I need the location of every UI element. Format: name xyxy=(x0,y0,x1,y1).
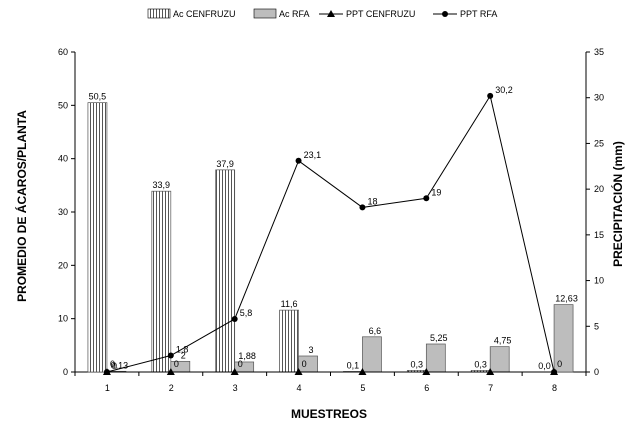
data-labels: 50,5 33,9 37,9 11,6 0,1 0,3 0,3 0,0 0,13 2 1,88 3 6,… xyxy=(89,85,578,371)
legend-swatch-ac-rfa xyxy=(253,8,277,19)
bar-data-label: 0,3 xyxy=(411,359,424,369)
line-data-label: 23,1 xyxy=(304,150,322,160)
y2-tick-label: 20 xyxy=(594,184,604,194)
marker-ppt-rfa xyxy=(167,352,174,359)
y2-tick-label: 15 xyxy=(594,230,604,240)
x-axis-title: MUESTREOS xyxy=(291,407,367,421)
marker-ppt-cenfruzu xyxy=(166,368,175,375)
bar-data-label: 12,63 xyxy=(555,294,578,304)
bar-data-label: 6,6 xyxy=(369,326,382,336)
y-tick-label: 0 xyxy=(63,367,68,377)
line-series xyxy=(102,92,559,375)
bar-data-label: 4,75 xyxy=(494,336,512,346)
x-tick-label: 2 xyxy=(169,383,174,393)
y2-tick-label: 5 xyxy=(594,321,599,331)
y-tick-label: 40 xyxy=(58,154,68,164)
marker-ppt-rfa xyxy=(551,369,558,375)
y-tick-label: 50 xyxy=(58,100,68,110)
line-data-label: 0 xyxy=(557,359,562,369)
bar-data-label: 50,5 xyxy=(89,92,107,102)
bar-ac-rfa xyxy=(425,343,446,373)
marker-ppt-cenfruzu xyxy=(294,368,303,375)
bar-ac-rfa xyxy=(489,346,510,373)
marker-ppt-rfa xyxy=(423,195,430,202)
x-tick-label: 8 xyxy=(552,383,557,393)
y2-tick-label: 25 xyxy=(594,138,604,148)
x-tick-label: 1 xyxy=(105,383,110,393)
marker-ppt-rfa xyxy=(103,369,110,375)
line-data-label: 19 xyxy=(431,187,441,197)
legend: Ac CENFRUZU Ac RFA PPT CENFRUZU PPT RFA xyxy=(147,8,497,19)
y-tick-label: 30 xyxy=(58,207,68,217)
bar-data-label: 33,9 xyxy=(153,180,171,190)
legend-label-ac-rfa: Ac RFA xyxy=(279,9,310,19)
legend-marker-ppt-rfa xyxy=(442,11,448,17)
line-data-label: 30,2 xyxy=(495,85,513,95)
bar-series xyxy=(87,102,574,373)
line-data-label: 0 xyxy=(112,361,117,371)
bar-ac-cenfruzu xyxy=(279,309,299,373)
y2-axis-ticks: 0 5 10 15 20 25 30 35 xyxy=(586,47,604,377)
y-tick-label: 20 xyxy=(58,260,68,270)
marker-ppt-rfa xyxy=(487,92,494,99)
line-data-label: 0 xyxy=(174,359,179,369)
line-data-label: 0 xyxy=(110,359,115,369)
bar-data-label: 37,9 xyxy=(216,159,234,169)
x-tick-label: 3 xyxy=(233,383,238,393)
y2-tick-label: 30 xyxy=(594,93,604,103)
bar-data-label: 11,6 xyxy=(281,299,298,309)
legend-label-ppt-cenfruzu: PPT CENFRUZU xyxy=(346,9,415,19)
bar-data-label: 0,0 xyxy=(538,361,551,371)
marker-ppt-cenfruzu xyxy=(422,368,431,375)
marker-ppt-rfa xyxy=(295,157,302,164)
line-ppt-rfa xyxy=(106,94,555,373)
legend-label-ppt-rfa: PPT RFA xyxy=(460,9,497,19)
bar-data-label: 0,3 xyxy=(474,359,487,369)
marker-ppt-rfa xyxy=(359,204,366,211)
bar-data-label: 5,25 xyxy=(430,333,448,343)
line-data-label: 18 xyxy=(367,196,377,206)
bar-ac-rfa xyxy=(362,336,382,373)
y2-tick-label: 35 xyxy=(594,47,604,57)
marker-ppt-cenfruzu xyxy=(230,368,239,375)
line-data-label: 5,8 xyxy=(240,308,253,318)
bar-data-label: 0,13 xyxy=(111,360,129,370)
y2-tick-label: 0 xyxy=(594,367,599,377)
legend-marker-ppt-cenfruzu xyxy=(327,10,335,17)
line-data-label: 0 xyxy=(238,359,243,369)
y-axis-ticks: 0 10 20 30 40 50 60 xyxy=(58,47,75,377)
bar-data-label: 0,1 xyxy=(347,360,360,370)
x-tick-label: 5 xyxy=(360,383,365,393)
x-tick-label: 6 xyxy=(424,383,429,393)
bar-data-label: 2 xyxy=(181,350,186,360)
marker-ppt-cenfruzu xyxy=(486,368,495,375)
y-tick-label: 10 xyxy=(58,314,68,324)
legend-swatch-ac-cenfruzu xyxy=(147,8,171,19)
line-data-label: 1,8 xyxy=(176,345,189,355)
y2-tick-label: 10 xyxy=(594,276,604,286)
line-data-label: 0 xyxy=(302,359,307,369)
y2-axis-title: PRECIPITACIÓN (mm) xyxy=(610,141,625,267)
bar-ac-cenfruzu xyxy=(151,190,172,373)
y-axis-title: PROMEDIO DE ÁCAROS/PLANTA xyxy=(14,110,29,302)
y-tick-label: 60 xyxy=(58,47,68,57)
bar-data-label: 1,88 xyxy=(238,351,256,361)
legend-label-ac-cenfruzu: Ac CENFRUZU xyxy=(173,9,236,19)
bar-ac-cenfruzu xyxy=(87,102,108,373)
x-axis-ticks: 1 2 3 4 5 6 7 8 xyxy=(74,372,587,393)
marker-ppt-rfa xyxy=(231,315,238,322)
bar-data-label: 3 xyxy=(309,345,314,355)
bar-ac-rfa xyxy=(553,304,574,373)
x-tick-label: 7 xyxy=(488,383,493,393)
marker-ppt-cenfruzu xyxy=(358,368,367,375)
bar-ac-cenfruzu xyxy=(215,169,236,373)
x-tick-label: 4 xyxy=(297,383,302,393)
